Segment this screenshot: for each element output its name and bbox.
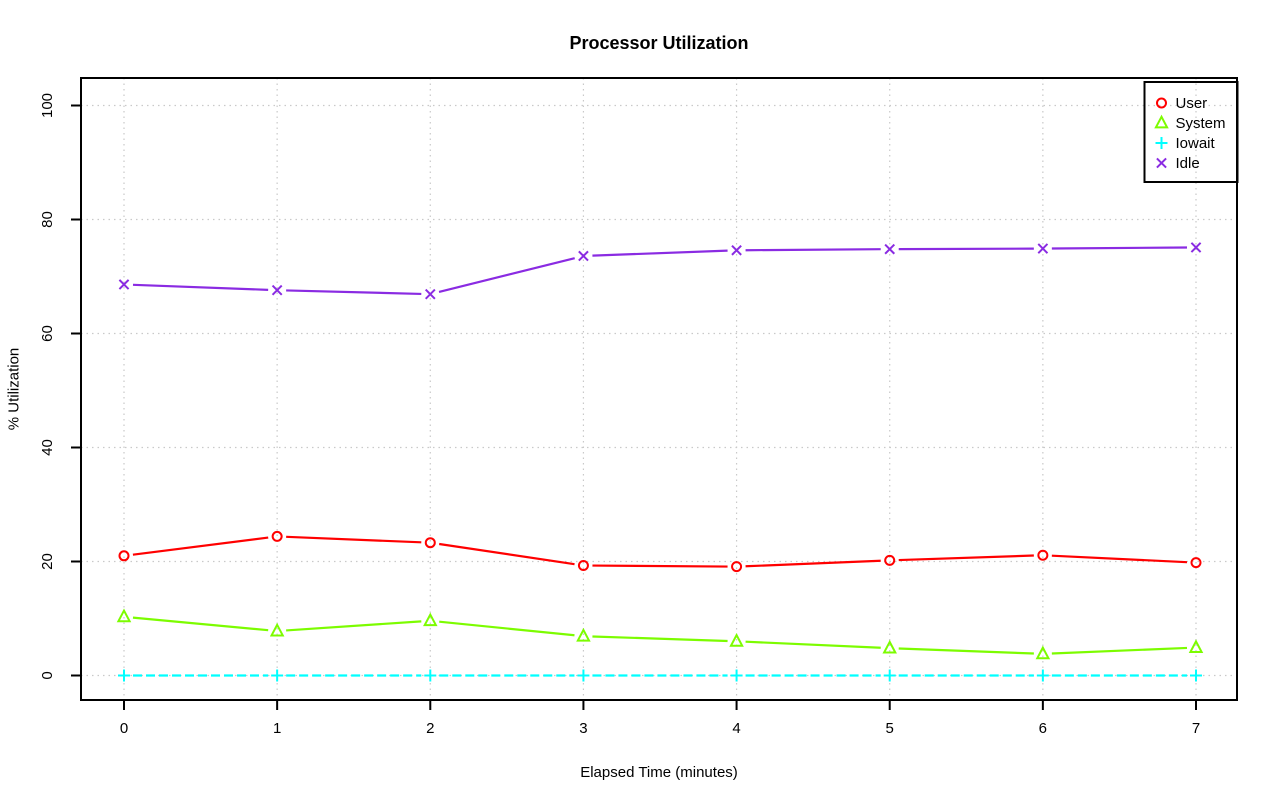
series-user-line-segment <box>898 554 1034 562</box>
x-tick-label: 6 <box>1039 720 1047 737</box>
series-iowait-plus-marker <box>118 669 130 682</box>
legend-idle-x-marker <box>1156 157 1167 169</box>
series-user-circle-marker <box>884 554 896 566</box>
series-user-circle-marker <box>731 561 743 573</box>
legend-user-circle-marker <box>1156 97 1167 109</box>
x-tick-label: 0 <box>120 720 128 737</box>
series-idle-x-marker <box>884 243 896 255</box>
series-system-line-segment <box>592 635 728 643</box>
series-system-line-segment <box>132 616 269 632</box>
series-idle-line-segment <box>132 283 269 291</box>
y-tick-label: 100 <box>39 93 56 118</box>
series-user-circle-marker <box>271 530 283 542</box>
series-system-line-segment <box>745 640 881 649</box>
x-tick-label: 7 <box>1192 720 1200 737</box>
series-iowait-plus-marker <box>1190 669 1202 682</box>
series-system-triangle-marker <box>576 627 591 642</box>
y-axis-label: % Utilization <box>5 347 23 431</box>
legend-system-triangle-marker <box>1154 114 1169 129</box>
series-iowait-plus-marker <box>730 669 743 682</box>
x-tick-label: 1 <box>273 720 281 737</box>
chart-title: Processor Utilization <box>569 33 749 53</box>
series-system-triangle-marker <box>1188 639 1204 653</box>
y-tick-label: 80 <box>39 211 56 228</box>
legend-iowait-plus-marker <box>1155 137 1168 149</box>
series-user-circle-marker <box>424 537 436 549</box>
legend-label-system: System <box>1176 115 1226 132</box>
series-idle-line-segment <box>286 289 422 296</box>
series-idle-line-segment <box>1051 246 1188 250</box>
series-iowait-plus-marker <box>883 669 896 682</box>
series-system-line-segment <box>439 620 575 637</box>
y-tick-label: 60 <box>39 325 56 342</box>
x-tick-label: 3 <box>579 720 587 737</box>
series-idle-x-marker <box>578 250 589 262</box>
series-user-line-segment <box>1051 554 1188 564</box>
legend-box <box>1143 81 1239 183</box>
series-idle-line-segment <box>438 257 575 294</box>
series-user-line-segment <box>132 536 269 556</box>
legend-label-idle: Idle <box>1176 155 1200 172</box>
series-idle-line-segment <box>898 247 1034 251</box>
x-tick-label: 2 <box>426 720 434 737</box>
series-system-triangle-marker <box>269 622 285 637</box>
x-tick-label: 5 <box>886 720 894 737</box>
series-system-triangle-marker <box>729 632 744 647</box>
series-user-line-segment <box>745 559 881 568</box>
legend-label-user: User <box>1176 95 1208 112</box>
series-system-triangle-marker <box>423 612 438 627</box>
series-idle-line-segment <box>592 249 728 257</box>
series-idle-x-marker <box>424 288 436 300</box>
series-idle-x-marker <box>731 244 742 256</box>
y-tick-label: 0 <box>39 671 56 679</box>
y-tick-label: 40 <box>39 439 56 456</box>
series-iowait-plus-marker <box>271 669 284 682</box>
series-iowait-plus-marker <box>577 669 590 682</box>
legend-label-iowait: Iowait <box>1176 135 1216 152</box>
series-user-circle-marker <box>1190 557 1202 569</box>
series-system-triangle-marker <box>882 639 897 654</box>
series-idle-x-marker <box>271 284 283 296</box>
series-user-line-segment <box>286 535 422 544</box>
x-axis-label: Elapsed Time (minutes) <box>580 764 738 781</box>
series-idle-x-marker <box>118 279 130 290</box>
x-tick-label: 4 <box>732 720 740 737</box>
series-iowait-plus-marker <box>424 669 437 682</box>
series-idle-x-marker <box>1037 243 1049 254</box>
series-iowait-plus-marker <box>1036 669 1049 682</box>
series-idle-x-marker <box>1190 242 1202 253</box>
series-system-triangle-marker <box>1035 645 1051 660</box>
series-user-circle-marker <box>118 550 130 562</box>
series-user-line-segment <box>592 564 728 568</box>
plot-border <box>80 77 1238 701</box>
y-tick-label: 20 <box>39 553 56 570</box>
series-system-line-segment <box>286 620 422 632</box>
series-idle-line-segment <box>745 248 881 252</box>
series-user-line-segment <box>439 542 575 566</box>
series-user-circle-marker <box>1037 549 1049 561</box>
series-system-line-segment <box>1051 646 1188 655</box>
series-system-triangle-marker <box>116 608 132 623</box>
series-system-line-segment <box>898 647 1034 655</box>
series-user-circle-marker <box>577 559 589 571</box>
